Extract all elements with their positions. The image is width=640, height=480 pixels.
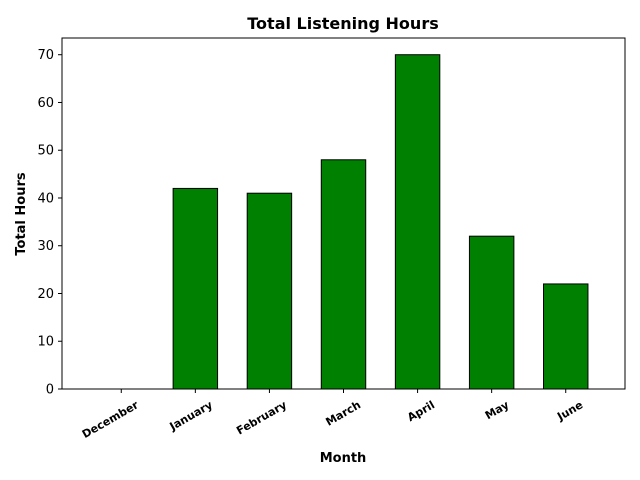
y-tick-label: 20 — [37, 287, 54, 302]
bar-march — [320, 159, 367, 390]
x-tick-label-december: December — [80, 398, 141, 441]
x-tick-label-january: January — [167, 398, 215, 433]
bar-may — [468, 235, 515, 390]
y-tick-label: 30 — [37, 239, 54, 254]
x-tick-label-may: May — [483, 398, 511, 422]
y-tick-label: 0 — [46, 383, 54, 398]
y-tick-label: 60 — [37, 96, 54, 111]
x-tick-label-march: March — [323, 398, 363, 428]
x-tick-label-june: June — [554, 398, 585, 423]
x-tick-label-april: April — [405, 398, 437, 424]
chart-title: Total Listening Hours — [247, 14, 438, 33]
y-axis-label: Total Hours — [14, 172, 29, 256]
bar-april — [394, 54, 441, 390]
bar-june — [543, 283, 589, 390]
plot-area: 0 10 20 30 40 50 60 70 December January February Ma… — [37, 37, 626, 441]
y-tick-label: 70 — [37, 48, 54, 63]
y-tick-label: 40 — [37, 191, 54, 206]
x-tick-label-february: February — [234, 398, 289, 437]
bar-january — [172, 187, 219, 390]
bar-february — [246, 192, 293, 390]
y-tick-label: 10 — [37, 335, 54, 350]
y-tick-label: 50 — [37, 144, 54, 159]
x-axis-label: Month — [320, 451, 367, 466]
